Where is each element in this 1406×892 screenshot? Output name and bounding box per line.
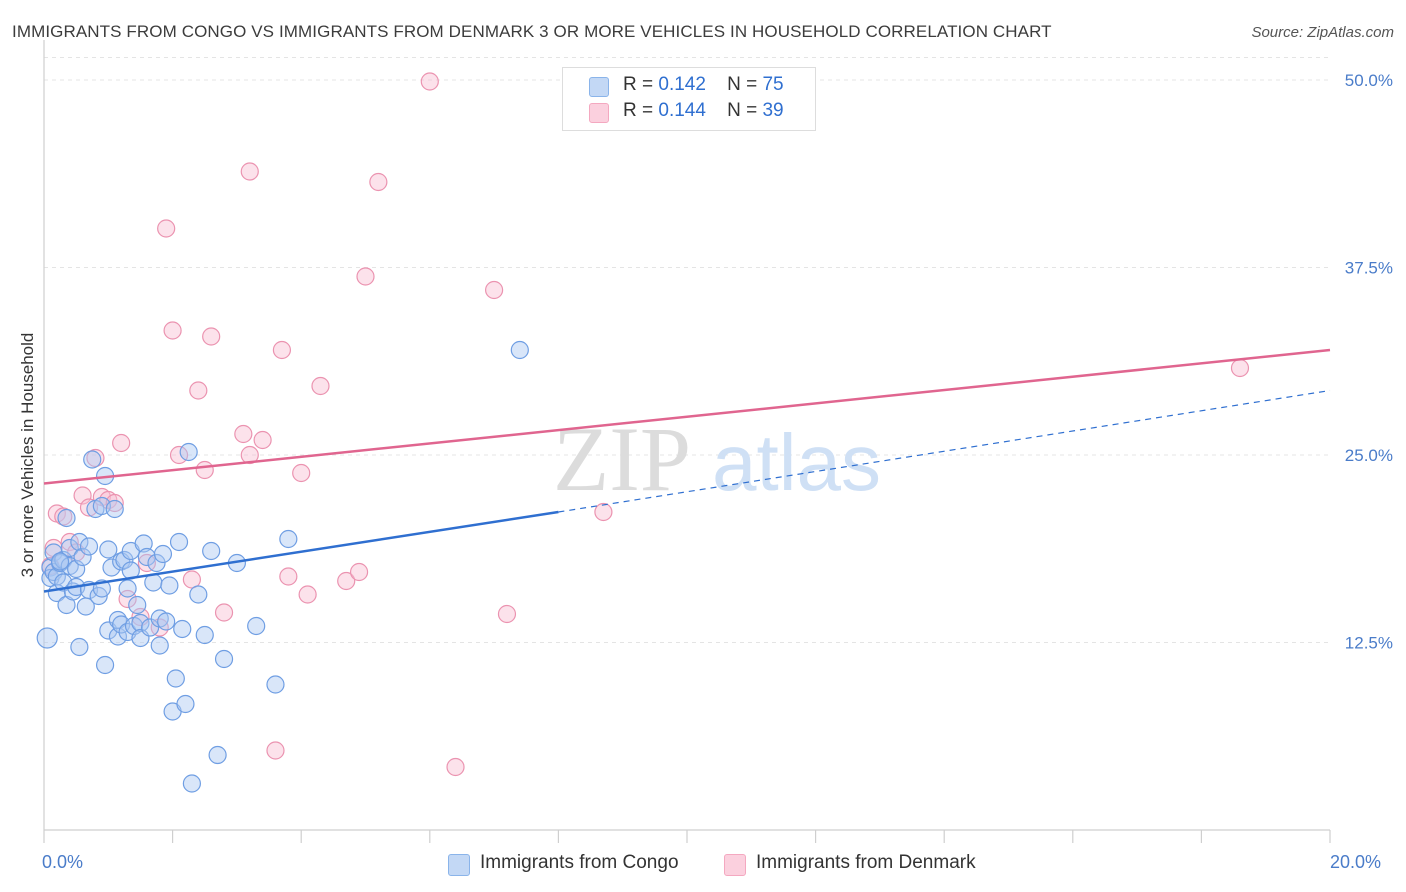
congo-point-23 (84, 451, 101, 468)
legend-r-label-denmark: R = (623, 100, 653, 121)
congo-point-44 (129, 597, 146, 614)
denmark-point-29 (267, 742, 284, 759)
y-tick-label-3: 50.0% (1345, 71, 1393, 90)
congo-point-73 (511, 342, 528, 359)
congo-point-54 (154, 546, 171, 563)
denmark-point-12 (113, 435, 130, 452)
denmark-point-22 (196, 462, 213, 479)
congo-point-63 (183, 775, 200, 792)
congo-point-22 (81, 538, 98, 555)
congo-point-72 (280, 531, 297, 548)
congo-point-28 (97, 657, 114, 674)
y-tick-label-1: 25.0% (1345, 446, 1393, 465)
legend-r-value-denmark: 0.144 (658, 100, 706, 121)
legend-r-value-congo: 0.142 (658, 74, 706, 95)
denmark-point-39 (421, 73, 438, 90)
congo-points (37, 342, 528, 793)
denmark-point-24 (216, 604, 233, 621)
denmark-point-33 (299, 586, 316, 603)
watermark-atlas: atlas (712, 418, 881, 507)
denmark-point-21 (190, 382, 207, 399)
congo-point-31 (100, 541, 117, 558)
denmark-point-32 (293, 465, 310, 482)
series-name-denmark: Immigrants from Denmark (756, 852, 976, 874)
denmark-point-40 (447, 759, 464, 776)
y-axis-label: 3 or more Vehicles in Household (18, 333, 38, 578)
congo-point-56 (161, 577, 178, 594)
y-tick-label-2: 37.5% (1345, 259, 1393, 278)
denmark-point-17 (158, 220, 175, 237)
legend-swatch-congo (589, 77, 609, 97)
legend-n-value-denmark: 39 (762, 100, 783, 121)
legend-text-congo: R = 0.142 N = 75 (623, 74, 784, 96)
congo-point-65 (196, 627, 213, 644)
congo-point-53 (151, 637, 168, 654)
congo-point-66 (203, 543, 220, 560)
denmark-point-25 (235, 426, 252, 443)
congo-point-0 (37, 628, 57, 648)
denmark-point-41 (486, 282, 503, 299)
congo-point-71 (267, 676, 284, 693)
legend-swatch-denmark (589, 103, 609, 123)
congo-point-74 (52, 553, 69, 570)
denmark-point-38 (370, 174, 387, 191)
congo-point-11 (58, 510, 75, 527)
legend-text-denmark: R = 0.144 N = 39 (623, 100, 784, 122)
legend-n-value-congo: 75 (762, 74, 783, 95)
denmark-point-30 (273, 342, 290, 359)
series-swatch-congo (448, 854, 470, 876)
denmark-point-42 (498, 606, 515, 623)
denmark-point-27 (241, 163, 258, 180)
congo-point-58 (167, 670, 184, 687)
legend-n-label-congo: N = (727, 74, 757, 95)
congo-point-64 (190, 586, 207, 603)
congo-point-59 (171, 534, 188, 551)
congo-point-61 (177, 696, 194, 713)
denmark-point-36 (351, 564, 368, 581)
series-swatch-denmark (724, 854, 746, 876)
congo-point-68 (216, 651, 233, 668)
watermark: ZIP atlas (553, 408, 881, 510)
denmark-point-37 (357, 268, 374, 285)
denmark-point-18 (164, 322, 181, 339)
congo-point-17 (71, 639, 88, 656)
denmark-point-31 (280, 568, 297, 585)
congo-point-40 (119, 580, 136, 597)
series-legend: Immigrants from Congo Immigrants from De… (0, 852, 1406, 878)
congo-point-55 (158, 613, 175, 630)
legend: R = 0.142 N = 75 R = 0.144 N = 39 (562, 67, 816, 131)
series-name-congo: Immigrants from Congo (480, 852, 679, 874)
denmark-point-28 (254, 432, 271, 449)
congo-point-60 (174, 621, 191, 638)
denmark-point-44 (1231, 360, 1248, 377)
denmark-point-34 (312, 378, 329, 395)
legend-n-label-denmark: N = (727, 100, 757, 121)
congo-point-67 (209, 747, 226, 764)
denmark-point-43 (595, 504, 612, 521)
congo-point-33 (106, 501, 123, 518)
congo-point-62 (180, 444, 197, 461)
congo-point-70 (248, 618, 265, 635)
legend-r-label-congo: R = (623, 74, 653, 95)
y-tick-labels: 12.5% 25.0% 37.5% 50.0% (1345, 71, 1393, 653)
y-tick-label-0: 12.5% (1345, 634, 1393, 653)
denmark-point-23 (203, 328, 220, 345)
